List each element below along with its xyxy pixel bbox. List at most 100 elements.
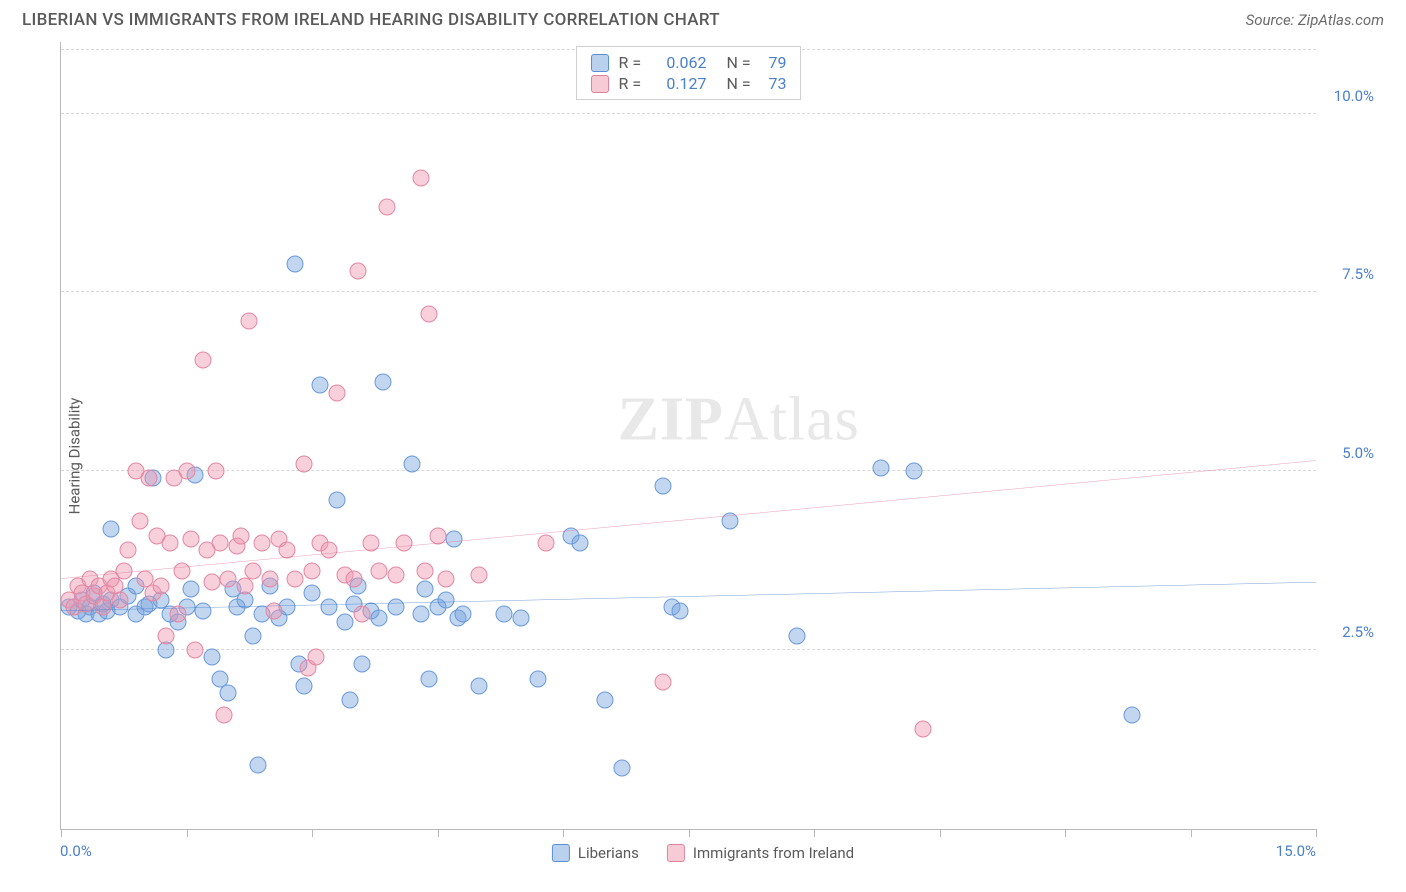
data-point [416,581,433,598]
data-point [312,377,329,394]
gridline [61,113,1316,114]
chart-container: Hearing Disability ZIPAtlas R = 0.062 N … [22,42,1384,870]
data-point [245,563,262,580]
data-point [655,477,672,494]
data-point [350,262,367,279]
data-point [241,313,258,330]
data-point [249,756,266,773]
data-point [446,531,463,548]
data-point [496,606,513,623]
data-point [220,570,237,587]
data-point [404,456,421,473]
data-point [195,602,212,619]
data-point [529,670,546,687]
data-point [103,520,120,537]
swatch-blue-icon [591,54,609,72]
data-point [354,656,371,673]
legend-item-2: Immigrants from Ireland [667,844,854,862]
data-point [132,513,149,530]
data-point [341,692,358,709]
r-value-1: 0.062 [659,53,707,72]
data-point [203,574,220,591]
r-value-2: 0.127 [659,74,707,93]
data-point [789,627,806,644]
n-label: N = [727,53,759,72]
data-point [375,373,392,390]
data-point [262,570,279,587]
correlation-row-2: R = 0.127 N = 73 [591,73,787,94]
data-point [320,599,337,616]
data-point [207,463,224,480]
y-tick-label: 10.0% [1334,87,1374,105]
data-point [203,649,220,666]
r-label: R = [619,74,649,93]
data-point [329,384,346,401]
data-point [182,531,199,548]
data-point [220,685,237,702]
data-point [140,470,157,487]
data-point [115,563,132,580]
source-attribution: Source: ZipAtlas.com [1246,11,1384,29]
x-tick [563,829,564,837]
x-min-label: 0.0% [60,842,92,860]
x-tick [438,829,439,837]
data-point [1123,706,1140,723]
data-point [538,534,555,551]
data-point [278,541,295,558]
n-value-2: 73 [769,74,787,93]
data-point [379,198,396,215]
watermark-atlas: Atlas [724,385,860,453]
data-point [454,606,471,623]
data-point [304,563,321,580]
data-point [157,627,174,644]
data-point [354,606,371,623]
data-point [161,534,178,551]
x-tick [312,829,313,837]
data-point [320,541,337,558]
plot-area: ZIPAtlas R = 0.062 N = 79 R = 0.127 N = … [60,42,1316,830]
data-point [216,706,233,723]
x-max-label: 15.0% [1276,842,1316,860]
data-point [199,541,216,558]
series-legend: Liberians Immigrants from Ireland [552,844,854,862]
data-point [412,169,429,186]
data-point [387,599,404,616]
data-point [345,570,362,587]
data-point [295,677,312,694]
r-label: R = [619,53,649,72]
data-point [571,534,588,551]
data-point [421,305,438,322]
data-point [153,577,170,594]
data-point [872,459,889,476]
data-point [182,581,199,598]
data-point [655,674,672,691]
correlation-row-1: R = 0.062 N = 79 [591,52,787,73]
data-point [329,491,346,508]
n-value-1: 79 [769,53,787,72]
x-tick [1316,829,1317,837]
data-point [119,541,136,558]
y-tick-label: 7.5% [1342,265,1374,283]
data-point [596,692,613,709]
data-point [437,570,454,587]
swatch-pink-icon [591,75,609,93]
data-point [613,760,630,777]
x-tick [814,829,815,837]
data-point [722,513,739,530]
data-point [111,592,128,609]
data-point [437,592,454,609]
data-point [412,606,429,623]
x-tick [1065,829,1066,837]
data-point [513,609,530,626]
data-point [287,570,304,587]
data-point [906,463,923,480]
data-point [170,606,187,623]
watermark: ZIPAtlas [618,384,860,455]
x-tick [1191,829,1192,837]
legend-item-1: Liberians [552,844,639,862]
gridline [61,649,1316,650]
data-point [471,677,488,694]
data-point [287,255,304,272]
x-tick [689,829,690,837]
header: LIBERIAN VS IMMIGRANTS FROM IRELAND HEAR… [0,0,1406,36]
